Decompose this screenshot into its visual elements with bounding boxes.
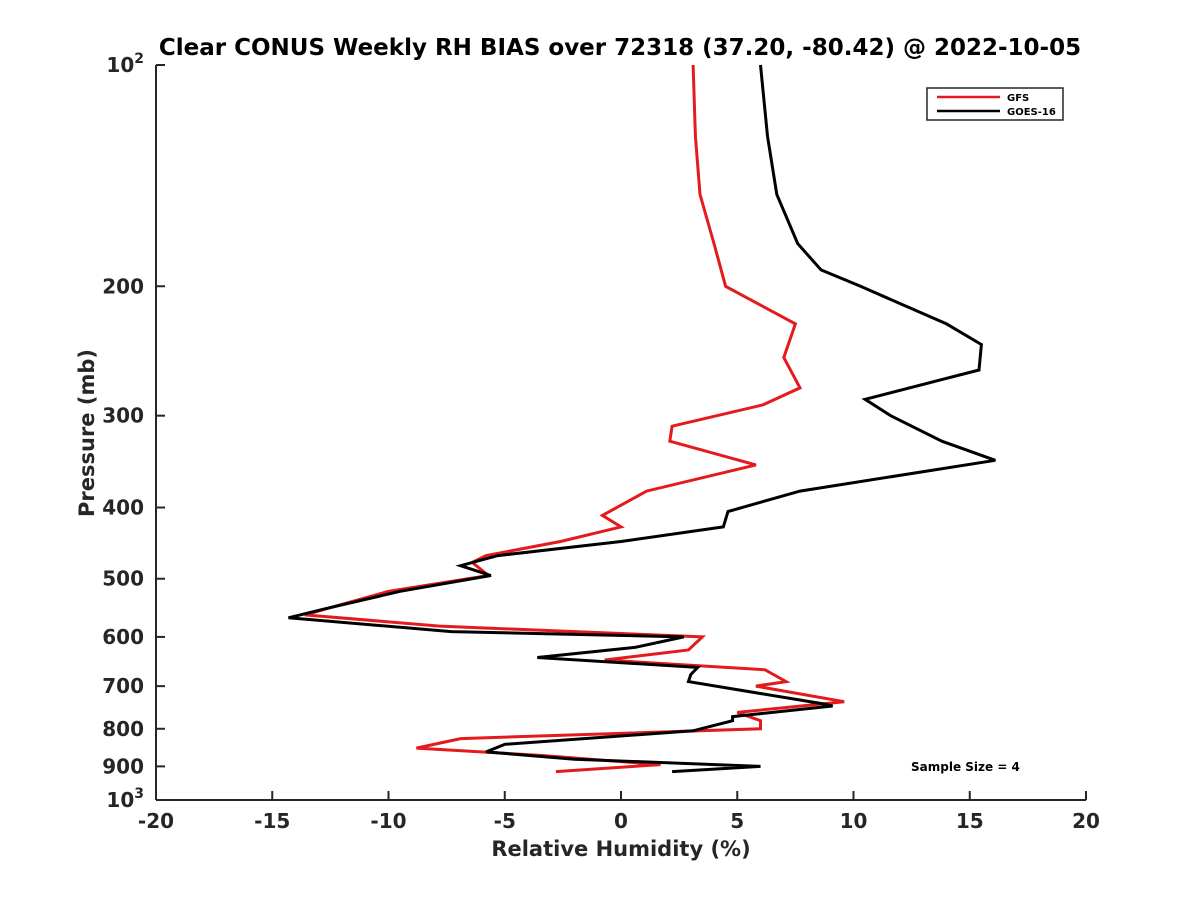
y-tick-label-base: 700 xyxy=(102,674,144,698)
y-tick-label: 700 xyxy=(102,674,144,698)
legend-label-gfs: GFS xyxy=(1007,93,1029,104)
y-tick-label-base: 10 xyxy=(106,788,134,812)
x-ticks: -20 -15 -10 -5 0 5 10 15 20 xyxy=(138,791,1100,833)
x-tick-label: 15 xyxy=(956,809,984,833)
y-tick-label: 200 xyxy=(102,274,144,298)
y-tick-label-base: 900 xyxy=(102,754,144,778)
y-tick-label-base: 300 xyxy=(102,404,144,428)
x-tick-label: 10 xyxy=(840,809,868,833)
y-tick-label-base: 10 xyxy=(106,53,134,77)
x-tick-label: 0 xyxy=(614,809,628,833)
series-line-gfs xyxy=(304,64,845,774)
x-axis-title: Relative Humidity (%) xyxy=(491,837,750,861)
x-tick-label: 20 xyxy=(1072,809,1100,833)
x-tick-label: -20 xyxy=(138,809,174,833)
sample-size-annotation: Sample Size = 4 xyxy=(911,760,1020,774)
series-line-goes16 xyxy=(288,64,996,774)
y-tick-label: 300 xyxy=(102,404,144,428)
x-tick-label: -10 xyxy=(370,809,406,833)
y-axis-title: Pressure (mb) xyxy=(75,349,99,517)
y-tick-label-base: 200 xyxy=(102,274,144,298)
x-tick-label: 5 xyxy=(730,809,744,833)
y-tick-label: 900 xyxy=(102,754,144,778)
y-tick-label: 400 xyxy=(102,496,144,520)
y-tick-label-base: 800 xyxy=(102,717,144,741)
y-tick-label-exponent: 3 xyxy=(134,786,144,802)
series-layer xyxy=(288,64,996,774)
legend-box xyxy=(926,87,1064,121)
y-tick-label: 800 xyxy=(102,717,144,741)
chart-title: Clear CONUS Weekly RH BIAS over 72318 (3… xyxy=(159,35,1081,61)
x-tick-label: -15 xyxy=(254,809,290,833)
y-tick-label-exponent: 2 xyxy=(134,51,144,67)
axes: -20 -15 -10 -5 0 5 10 15 20 10220030040050060070… xyxy=(102,51,1100,833)
y-tick-label: 600 xyxy=(102,625,144,649)
legend-label-goes16: GOES-16 xyxy=(1007,107,1056,118)
y-tick-label-base: 500 xyxy=(102,567,144,591)
y-tick-label: 102 xyxy=(106,51,144,77)
y-tick-label: 500 xyxy=(102,567,144,591)
y-tick-label-base: 600 xyxy=(102,625,144,649)
y-tick-label-base: 400 xyxy=(102,496,144,520)
x-tick-label: -5 xyxy=(494,809,516,833)
y-tick-label: 103 xyxy=(106,786,144,812)
legend: GFS GOES-16 xyxy=(926,87,1064,121)
plot-area xyxy=(288,64,996,774)
